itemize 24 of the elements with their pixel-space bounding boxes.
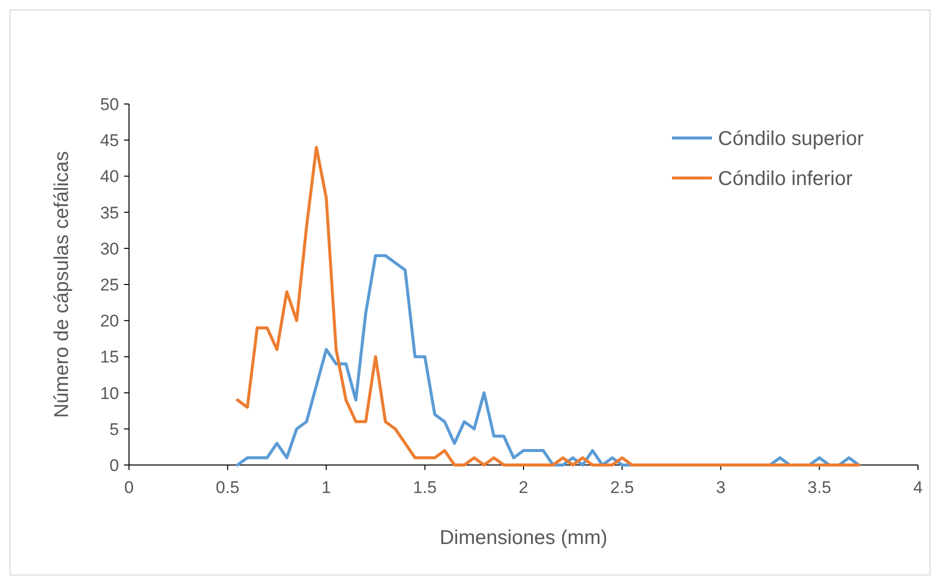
y-tick-label: 20 bbox=[100, 312, 119, 331]
x-tick-label: 1.5 bbox=[413, 478, 437, 497]
y-tick-label: 25 bbox=[100, 275, 119, 294]
x-tick-label: 1 bbox=[322, 478, 331, 497]
y-tick-label: 5 bbox=[110, 420, 119, 439]
y-tick-label: 30 bbox=[100, 239, 119, 258]
x-tick-label: 3 bbox=[716, 478, 726, 497]
x-tick-label: 3.5 bbox=[808, 478, 832, 497]
y-tick-label: 45 bbox=[100, 131, 119, 150]
y-tick-label: 50 bbox=[100, 94, 119, 114]
legend-label: Cóndilo superior bbox=[718, 128, 864, 150]
x-tick-label: 4 bbox=[913, 478, 923, 497]
x-axis-title: Dimensiones (mm) bbox=[440, 527, 608, 549]
y-tick-label: 10 bbox=[100, 384, 119, 403]
y-axis-title: Número de cápsulas cefálicas bbox=[51, 151, 73, 418]
x-tick-label: 0.5 bbox=[216, 478, 240, 497]
y-tick-label: 35 bbox=[100, 203, 119, 222]
y-tick-label: 0 bbox=[110, 456, 119, 475]
legend-label: Cóndilo inferior bbox=[718, 168, 853, 190]
x-tick-label: 2 bbox=[518, 478, 528, 497]
y-tick-label: 15 bbox=[100, 348, 119, 367]
x-tick-label: 2.5 bbox=[610, 478, 634, 497]
y-tick-label: 40 bbox=[100, 167, 119, 186]
x-tick-label: 0 bbox=[124, 478, 134, 497]
